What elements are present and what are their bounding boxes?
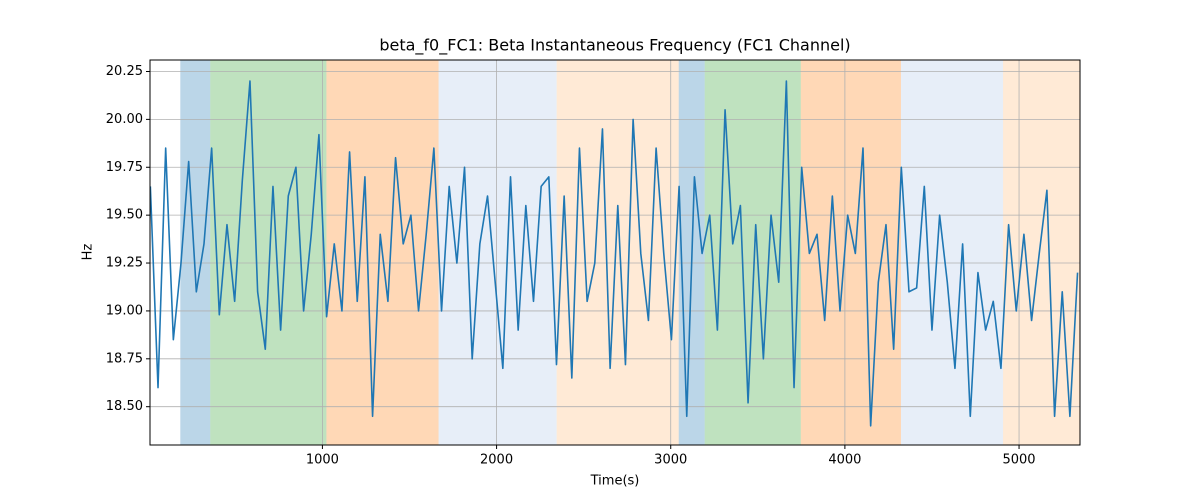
y-tick-label: 18.75 <box>106 351 143 366</box>
y-tick-label: 20.00 <box>106 112 143 127</box>
y-tick-label: 19.75 <box>106 160 143 175</box>
spans <box>180 60 1080 445</box>
shaded-span <box>180 60 211 445</box>
x-axis-label: Time(s) <box>590 474 640 489</box>
y-axis-label: Hz <box>81 244 96 261</box>
plot <box>149 80 1079 427</box>
grid <box>150 60 1080 445</box>
x-tick-label: 3000 <box>654 453 687 468</box>
axes-frame <box>149 59 1081 446</box>
chart-title: beta_f0_FC1: Beta Instantaneous Frequenc… <box>379 36 850 56</box>
y-tick-label: 19.50 <box>106 208 143 223</box>
y-tick-label: 19.25 <box>106 256 143 271</box>
data-line <box>149 80 1079 427</box>
shaded-span <box>900 60 1004 445</box>
x-tick-label: 5000 <box>1002 453 1035 468</box>
shaded-span <box>704 60 801 445</box>
x-tick-label: 4000 <box>828 453 861 468</box>
y-tick-label: 18.50 <box>106 399 143 414</box>
shaded-span <box>556 60 679 445</box>
x-tick-label: 2000 <box>480 453 513 468</box>
y-tick-label: 19.00 <box>106 303 143 318</box>
shaded-span <box>800 60 901 445</box>
y-tick-label: 20.25 <box>106 64 143 79</box>
x-tick-label: 1000 <box>306 453 339 468</box>
